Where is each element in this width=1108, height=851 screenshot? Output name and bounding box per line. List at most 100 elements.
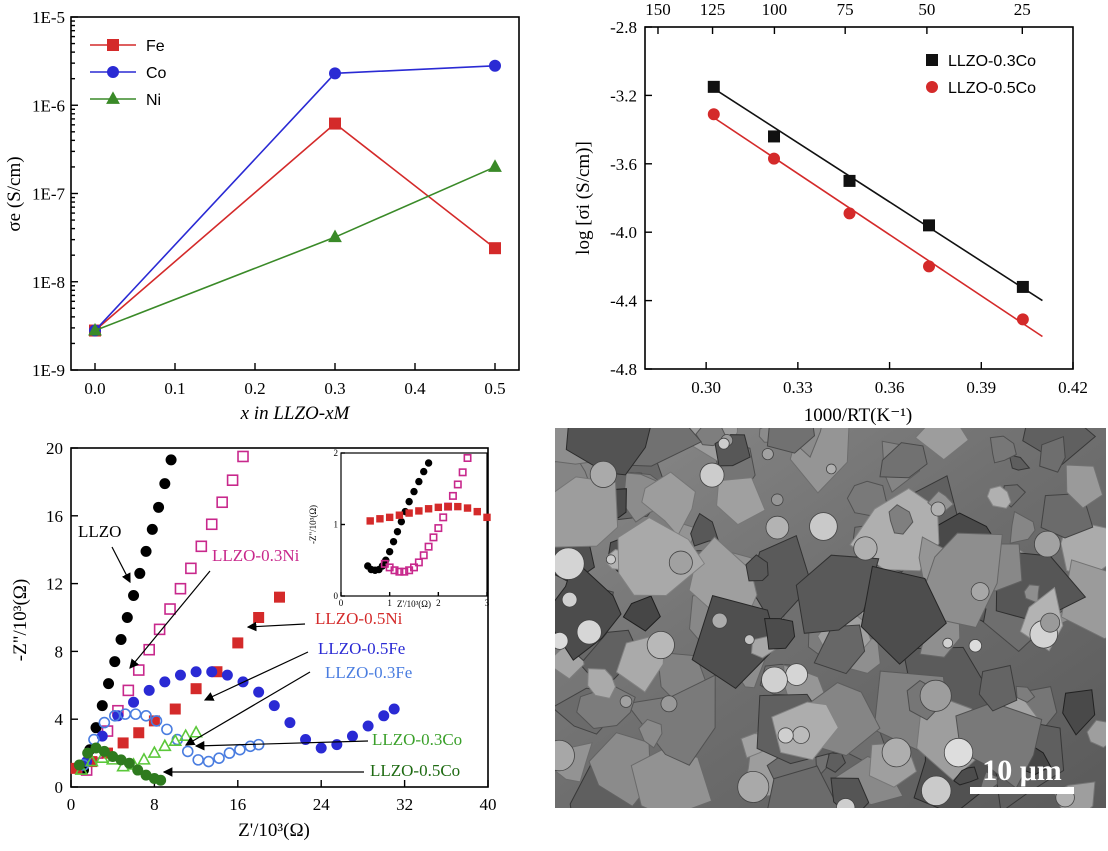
panel-c-point-llzo-0.3ni — [164, 603, 176, 615]
panel-c-point-llzo — [165, 454, 177, 466]
panel-c-point-llzo-0.5co — [123, 757, 135, 769]
panel-b-ylabel: log [σi (S/cm)] — [573, 141, 594, 255]
inset-ytick-label: 1 — [334, 520, 339, 530]
panel-c-xtick-label: 8 — [150, 795, 159, 814]
sem-particle — [777, 727, 794, 744]
sem-grain — [764, 617, 796, 650]
panel-d-sem-image: 10 μm — [555, 428, 1106, 808]
panel-b-xtick-label: 0.39 — [966, 378, 996, 397]
panel-c-annotation-label: LLZO-0.3Fe — [325, 663, 412, 682]
panel-a-xtick-label: 0.5 — [484, 379, 505, 398]
sem-particle — [809, 512, 838, 541]
panel-a-series — [88, 59, 502, 337]
sem-particle — [589, 460, 617, 488]
panel-c-annotation-label: LLZO-0.5Ni — [315, 609, 403, 628]
sem-particle — [836, 798, 856, 808]
sem-particle — [921, 775, 952, 806]
sem-grain — [1086, 719, 1106, 748]
sem-particle — [737, 770, 770, 803]
inset-point-llzo-0.3ni — [448, 491, 457, 500]
panel-c-point-llzo — [115, 634, 127, 646]
panel-b-legend: LLZO-0.3Co LLZO-0.5Co — [926, 53, 1036, 97]
panel-b-toptick-label: 125 — [700, 0, 726, 19]
panel-c-annotation-arrow — [203, 651, 309, 701]
sem-particle — [660, 695, 678, 713]
panel-c-point-llzo-0.3fe — [223, 747, 236, 759]
sem-grain — [989, 435, 1017, 464]
panel-c-point-llzo-0.3fe — [140, 710, 152, 722]
panel-b-xtick-label: 0.36 — [875, 378, 905, 397]
panel-a-legend-marker — [106, 91, 120, 104]
sem-particle — [853, 536, 878, 561]
panel-b-toptick-label: 150 — [645, 0, 671, 19]
inset-point-llzo — [385, 547, 394, 556]
panel-a-xlabel-text: x in LLZO-xM — [240, 403, 351, 424]
sem-particle — [825, 463, 837, 475]
sem-grain — [555, 476, 619, 548]
panel-c-xtick-label: 40 — [480, 795, 497, 814]
panel-c-point-llzo — [153, 501, 165, 513]
panel-c-point-llzo-0.5fe — [362, 720, 374, 732]
panel-c-point-llzo — [103, 678, 115, 690]
scale-bar-label: 10 μm — [982, 754, 1062, 787]
panel-b-point — [707, 108, 720, 121]
inset-point-llzo-0.5ni — [434, 503, 443, 512]
panel-c-point-llzo-0.3ni — [185, 562, 197, 575]
sem-grain — [1015, 685, 1036, 703]
sem-grain — [1062, 689, 1096, 736]
panel-c-point-llzo — [90, 722, 102, 734]
inset-point-llzo-0.3ni — [453, 480, 462, 489]
inset-point-llzo-0.5ni — [473, 507, 481, 516]
panel-a-point-co — [489, 59, 501, 72]
panel-b-ytick-label: -4.0 — [610, 223, 637, 242]
panel-c-inset: 0 1 2 3 0 1 2 Z'/10³(Ω) -Z"/10³(Ω) — [308, 448, 491, 609]
panel-c-point-llzo-0.5co — [132, 764, 144, 776]
sem-particle — [605, 554, 616, 565]
panel-b-series — [707, 80, 1043, 338]
sem-grain — [879, 442, 928, 479]
panel-c-xlabel: Z'/10³(Ω) — [238, 820, 310, 841]
panel-c-point-llzo-0.3fe — [150, 715, 163, 727]
panel-a-chart: 0.0 0.1 0.2 0.3 0.4 0.5 1E-9 1E-8 1E-7 1E-6 1E-5 F… — [4, 8, 520, 424]
sem-grains — [555, 428, 1106, 808]
sem-grain — [565, 428, 651, 476]
panel-c-point-llzo-0.3co — [84, 753, 99, 767]
panel-c-point-llzo-0.3ni — [174, 582, 187, 595]
inset-point-llzo-0.5ni — [376, 515, 384, 523]
sem-particle — [555, 739, 575, 772]
panel-c-point-llzo-0.3ni — [216, 496, 228, 509]
sem-grain — [920, 532, 1003, 629]
inset-point-llzo — [410, 487, 418, 496]
panel-c-point-llzo-0.3co — [178, 728, 193, 741]
panel-a-ytick-label: 1E-7 — [32, 185, 66, 204]
inset-xtick-label: 0 — [339, 598, 344, 608]
panel-c-point-llzo-0.5ni — [232, 637, 244, 649]
panel-c-annotation-arrow — [184, 671, 311, 746]
panel-a-point-fe — [489, 242, 501, 255]
sem-particle — [555, 547, 585, 580]
panel-b-ytick-label: -3.2 — [610, 86, 637, 105]
scale-bar — [970, 787, 1074, 794]
panel-c-point-llzo-0.3fe — [192, 754, 204, 766]
inset-point-llzo-0.5ni — [483, 513, 491, 522]
panel-c-point-llzo-0.5ni — [133, 727, 145, 739]
panel-c-point-llzo-0.3fe — [98, 716, 111, 729]
panel-c-point-llzo-0.5co — [98, 745, 110, 757]
panel-c-point-llzo-0.3co — [137, 752, 151, 765]
sem-particle — [761, 666, 788, 694]
sem-grain — [1065, 464, 1104, 509]
panel-c-ytick-label: 16 — [46, 507, 63, 526]
inset-point-llzo — [405, 497, 413, 506]
panel-b-point — [768, 152, 781, 165]
sem-particle — [699, 462, 725, 488]
sem-grain — [825, 752, 846, 773]
inset-point-llzo-0.3ni — [463, 454, 472, 463]
sem-grain — [914, 428, 970, 461]
panel-c-point-llzo-0.5fe — [388, 703, 400, 715]
inset-point-llzo-0.5ni — [366, 517, 374, 525]
panel-a-point-fe — [329, 117, 341, 130]
panel-c-annotation-label: LLZO — [78, 522, 121, 541]
panel-c-point-llzo — [96, 700, 108, 712]
panel-c-point-llzo — [159, 478, 171, 490]
